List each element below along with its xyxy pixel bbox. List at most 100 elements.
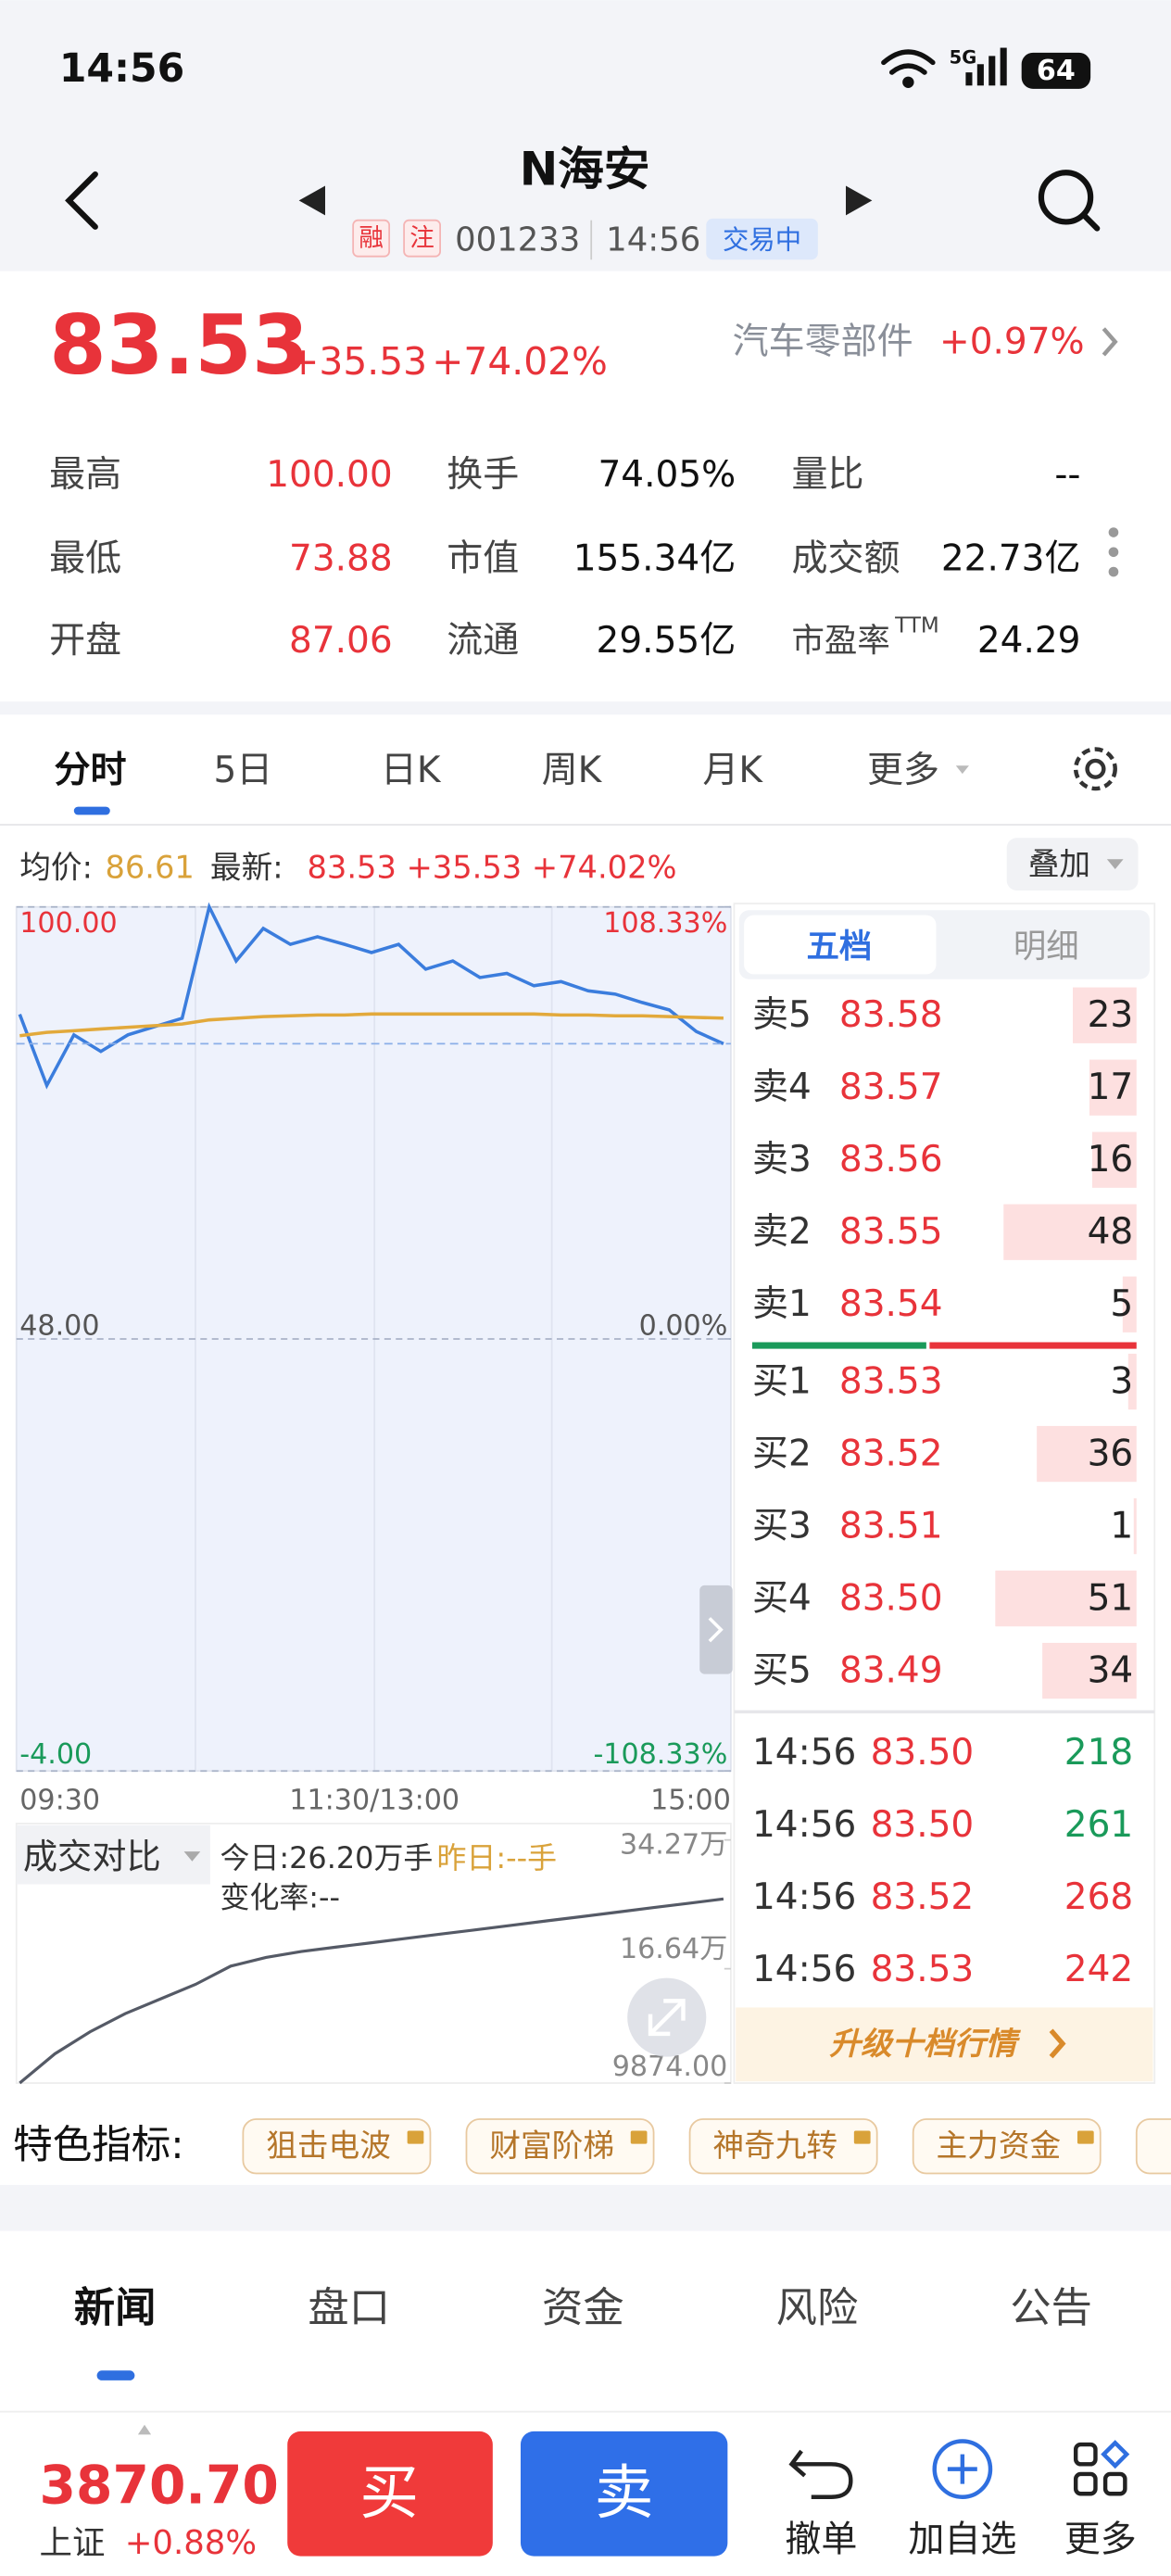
trade-volume: 261 [1064, 1804, 1133, 1846]
book-label: 卖5 [752, 994, 812, 1036]
feature-pill[interactable] [688, 2118, 878, 2175]
news-tab[interactable]: 新闻 [74, 2284, 157, 2331]
book-label: 买1 [752, 1361, 812, 1403]
active-tab[interactable] [744, 915, 937, 975]
qty-bar [1133, 1497, 1137, 1555]
x-tick-label: 11:30/13:00 [289, 1785, 460, 1817]
action-label[interactable]: 撤单 [785, 2519, 857, 2560]
tag-box [403, 219, 441, 258]
stat-label: 流通 [447, 620, 519, 662]
book-qty: 51 [1088, 1578, 1134, 1620]
feature-pill[interactable] [912, 2118, 1102, 2175]
stock-code: 001233 [455, 221, 580, 259]
tab-underline [73, 806, 110, 815]
upgrade-bar[interactable] [736, 2007, 1153, 2082]
book-label: 买5 [752, 1650, 812, 1692]
header-time: 14:56 [606, 221, 700, 259]
feature-pill[interactable] [242, 2118, 432, 2175]
book-label: 买3 [752, 1506, 812, 1547]
feature-pill[interactable] [465, 2118, 655, 2175]
qty-bar [1073, 987, 1137, 1043]
caret [137, 2424, 152, 2435]
chart-tab[interactable]: 分时 [54, 750, 126, 791]
volume-title: 成交对比 [23, 1836, 161, 1876]
action-label[interactable]: 更多 [1064, 2519, 1137, 2560]
book-label: 买2 [752, 1433, 812, 1475]
qty-bar [1089, 1059, 1137, 1116]
bid-ask-divider [929, 1342, 1137, 1349]
feature-pill-cut[interactable] [1135, 2118, 1171, 2175]
y-tick-label: 100.00 [19, 907, 117, 940]
panel-tab[interactable]: 五档 [806, 928, 872, 966]
y-tick-label: 16.64万 [620, 1933, 727, 1965]
chart-tab[interactable]: 日K [381, 750, 442, 791]
tag-box [352, 219, 391, 258]
volume-change: 变化率:-- [220, 1880, 341, 1915]
more-icon[interactable] [1073, 2440, 1130, 2496]
sector-change[interactable]: +0.97% [939, 321, 1085, 362]
stat-value: -- [1054, 454, 1080, 496]
chart-tab[interactable]: 周K [542, 750, 603, 791]
book-label: 卖3 [752, 1139, 812, 1181]
price: 83.53 [49, 297, 308, 393]
y-tick-label: 34.27万 [620, 1828, 727, 1861]
book-label: 卖1 [752, 1283, 812, 1325]
tag: 融 [359, 224, 384, 253]
volume-today: 今日:26.20万手 [220, 1840, 434, 1875]
chart-tab[interactable]: 5日 [213, 750, 272, 791]
qty-bar [1127, 1353, 1137, 1410]
news-tab[interactable]: 资金 [542, 2284, 624, 2331]
sector[interactable]: 汽车零部件 [733, 321, 913, 362]
volume-selector[interactable] [16, 1825, 210, 1885]
undo-icon[interactable] [788, 2449, 853, 2499]
panel-tab[interactable]: 明细 [1014, 928, 1079, 966]
stat-label: 最低 [49, 537, 121, 579]
y-tick-label: -4.00 [19, 1738, 92, 1771]
buy-button[interactable] [287, 2431, 493, 2557]
add-icon[interactable] [932, 2439, 993, 2499]
book-qty: 16 [1088, 1139, 1134, 1181]
settings-icon[interactable] [1073, 747, 1117, 791]
lock-icon [1077, 2130, 1094, 2144]
latest-label: 最新: [210, 850, 283, 886]
volume-line [19, 1897, 724, 2085]
features-label: 特色指标: [13, 2123, 183, 2168]
overlay-button[interactable] [1006, 838, 1139, 890]
search-button[interactable] [1038, 170, 1101, 232]
avg-label: 均价: [19, 850, 93, 886]
network: 5G [950, 47, 977, 69]
stock-title: N海安 [520, 143, 650, 196]
status-time: 14:56 [59, 46, 184, 92]
trade-price: 83.52 [871, 1876, 975, 1918]
buy-label: 买 [359, 2459, 419, 2528]
book-qty: 3 [1110, 1361, 1133, 1403]
avg-value: 86.61 [105, 850, 194, 886]
back-button[interactable] [65, 170, 98, 230]
news-tab[interactable]: 公告 [1010, 2284, 1092, 2331]
book-price: 83.55 [839, 1211, 943, 1253]
volume-yesterday: 昨日:--手 [437, 1840, 557, 1875]
book-qty: 17 [1088, 1067, 1134, 1108]
stat-value: 87.06 [289, 620, 393, 662]
stat-label: 开盘 [49, 620, 121, 662]
chart-tab[interactable]: 月K [702, 750, 763, 791]
news-tab[interactable]: 盘口 [308, 2284, 390, 2331]
news-tab[interactable]: 风险 [776, 2284, 859, 2331]
signal-icon [965, 47, 1007, 86]
book-label: 买4 [752, 1578, 812, 1620]
book-price: 83.53 [839, 1361, 943, 1403]
trade-volume: 218 [1064, 1732, 1133, 1774]
action-label[interactable]: 加自选 [908, 2519, 1016, 2560]
change: +35.53 [287, 339, 427, 384]
lock-icon [853, 2130, 871, 2144]
qty-bar [1003, 1204, 1137, 1260]
more-dots[interactable] [1108, 527, 1119, 577]
collapse-handle[interactable] [699, 1585, 733, 1674]
chart-tab[interactable]: 更多 [867, 750, 939, 791]
book-label: 卖4 [752, 1067, 812, 1108]
next-stock[interactable] [845, 185, 873, 216]
sell-button[interactable] [520, 2431, 728, 2557]
prev-stock[interactable] [298, 185, 326, 216]
trade-price: 83.50 [871, 1732, 975, 1774]
